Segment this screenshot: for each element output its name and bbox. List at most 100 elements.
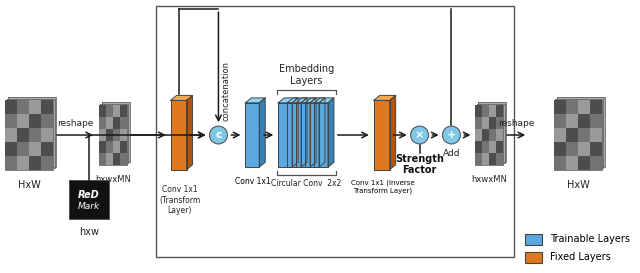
- Polygon shape: [578, 128, 590, 142]
- Polygon shape: [476, 105, 503, 165]
- Polygon shape: [566, 114, 578, 128]
- Polygon shape: [17, 114, 29, 128]
- Text: Embedding
Layers: Embedding Layers: [279, 64, 334, 86]
- Text: reshape: reshape: [498, 119, 534, 128]
- Polygon shape: [590, 156, 602, 170]
- Polygon shape: [578, 142, 590, 156]
- Polygon shape: [489, 105, 496, 117]
- Polygon shape: [113, 117, 120, 129]
- Polygon shape: [476, 141, 483, 153]
- Polygon shape: [113, 105, 120, 117]
- Circle shape: [209, 126, 227, 144]
- Text: Conv 1x1: Conv 1x1: [236, 177, 271, 186]
- Polygon shape: [496, 141, 503, 153]
- Polygon shape: [483, 105, 489, 117]
- Polygon shape: [489, 129, 496, 141]
- Polygon shape: [305, 103, 319, 167]
- Polygon shape: [5, 128, 17, 142]
- Polygon shape: [476, 153, 483, 165]
- Polygon shape: [41, 128, 53, 142]
- Text: reshape: reshape: [57, 119, 93, 128]
- Polygon shape: [5, 142, 17, 156]
- Polygon shape: [171, 96, 193, 100]
- Polygon shape: [476, 129, 483, 141]
- Polygon shape: [292, 98, 298, 167]
- Polygon shape: [29, 100, 41, 114]
- Polygon shape: [554, 114, 566, 128]
- Polygon shape: [328, 98, 334, 167]
- Polygon shape: [187, 96, 193, 170]
- Polygon shape: [578, 100, 590, 114]
- Polygon shape: [496, 105, 503, 117]
- Polygon shape: [99, 105, 106, 117]
- Polygon shape: [171, 100, 187, 170]
- Text: c: c: [215, 130, 221, 140]
- Text: Add: Add: [443, 149, 460, 158]
- Polygon shape: [106, 117, 113, 129]
- Text: Mark: Mark: [78, 202, 100, 211]
- Text: concatenation: concatenation: [221, 61, 230, 121]
- Polygon shape: [590, 114, 602, 128]
- Polygon shape: [489, 141, 496, 153]
- Polygon shape: [41, 114, 53, 128]
- Polygon shape: [113, 141, 120, 153]
- Polygon shape: [17, 100, 29, 114]
- Polygon shape: [99, 105, 127, 165]
- Polygon shape: [314, 98, 334, 103]
- Text: Conv 1x1 (Inverse
Transform Layer): Conv 1x1 (Inverse Transform Layer): [351, 180, 415, 194]
- Polygon shape: [566, 100, 578, 114]
- Polygon shape: [566, 142, 578, 156]
- Polygon shape: [374, 96, 396, 100]
- Polygon shape: [554, 128, 566, 142]
- Circle shape: [411, 126, 429, 144]
- Polygon shape: [99, 153, 106, 165]
- Polygon shape: [483, 117, 489, 129]
- Polygon shape: [476, 117, 483, 129]
- Text: HxW: HxW: [566, 180, 589, 189]
- Polygon shape: [578, 114, 590, 128]
- Polygon shape: [41, 156, 53, 170]
- Polygon shape: [278, 98, 298, 103]
- Polygon shape: [496, 129, 503, 141]
- Polygon shape: [102, 102, 130, 162]
- Polygon shape: [7, 99, 54, 168]
- Polygon shape: [310, 98, 316, 167]
- Text: ×: ×: [415, 130, 424, 140]
- Polygon shape: [259, 98, 265, 167]
- Polygon shape: [489, 117, 496, 129]
- Polygon shape: [8, 97, 56, 167]
- Polygon shape: [29, 128, 41, 142]
- Polygon shape: [590, 142, 602, 156]
- Polygon shape: [106, 105, 113, 117]
- Polygon shape: [496, 117, 503, 129]
- Polygon shape: [590, 128, 602, 142]
- Polygon shape: [566, 128, 578, 142]
- Polygon shape: [301, 98, 307, 167]
- Polygon shape: [483, 153, 489, 165]
- Polygon shape: [578, 156, 590, 170]
- Polygon shape: [278, 103, 292, 167]
- Polygon shape: [554, 142, 566, 156]
- Polygon shape: [120, 117, 127, 129]
- Text: Circular Conv  2x2: Circular Conv 2x2: [271, 179, 342, 188]
- Text: hxw: hxw: [79, 227, 99, 237]
- Polygon shape: [120, 153, 127, 165]
- Polygon shape: [245, 103, 259, 167]
- Polygon shape: [5, 100, 53, 170]
- Polygon shape: [69, 180, 109, 219]
- Polygon shape: [478, 102, 506, 162]
- Polygon shape: [120, 105, 127, 117]
- Polygon shape: [554, 156, 566, 170]
- Polygon shape: [296, 103, 310, 167]
- Polygon shape: [296, 98, 316, 103]
- Text: hxwxMN: hxwxMN: [471, 175, 507, 184]
- Polygon shape: [113, 153, 120, 165]
- Polygon shape: [557, 97, 605, 167]
- Polygon shape: [17, 142, 29, 156]
- Polygon shape: [106, 141, 113, 153]
- Polygon shape: [41, 142, 53, 156]
- Polygon shape: [5, 114, 17, 128]
- Polygon shape: [99, 141, 106, 153]
- Polygon shape: [5, 156, 17, 170]
- Circle shape: [442, 126, 460, 144]
